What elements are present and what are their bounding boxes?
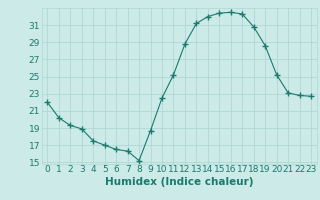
X-axis label: Humidex (Indice chaleur): Humidex (Indice chaleur) [105,177,253,187]
